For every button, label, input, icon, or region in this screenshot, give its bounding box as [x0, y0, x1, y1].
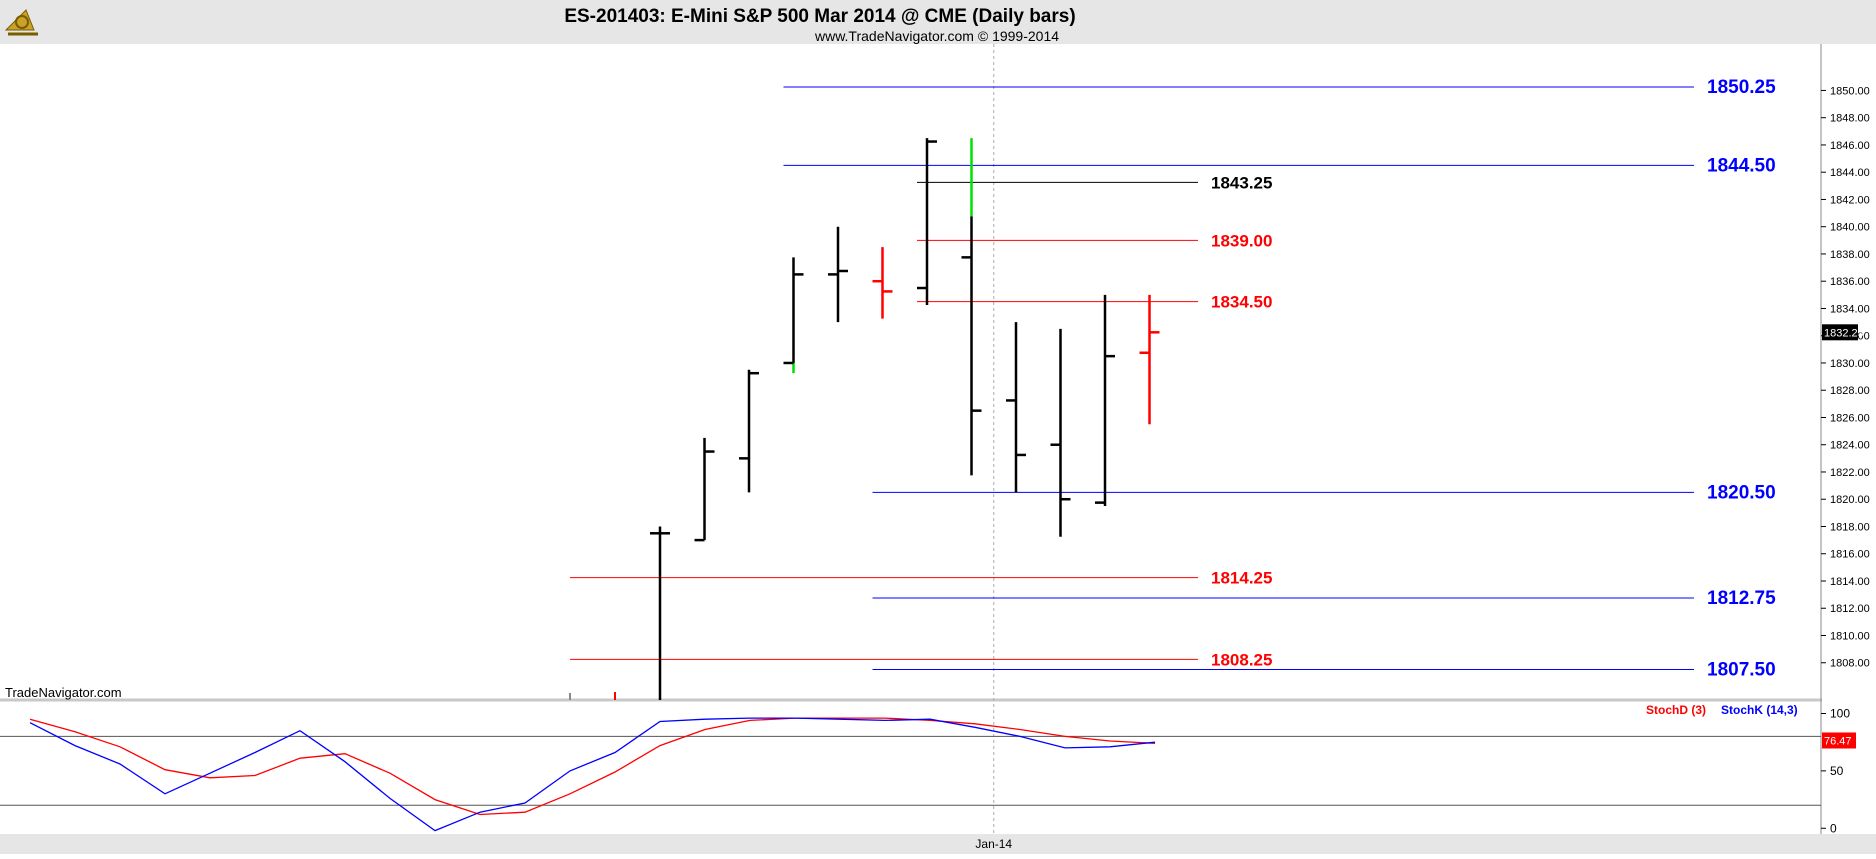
level-label-7: 1812.75 — [1707, 588, 1776, 609]
stoch-k-legend: StochK (14,3) — [1721, 703, 1798, 717]
ohlc-bar-1 — [694, 437, 715, 542]
price-tick-11: 1830.00 — [1830, 358, 1870, 370]
price-tick-21: 1850.00 — [1830, 85, 1870, 97]
ohlc-bar-5 — [872, 247, 893, 319]
price-tick-13: 1834.00 — [1830, 303, 1870, 315]
price-tick-9: 1826.00 — [1830, 412, 1870, 424]
ohlc-bar-6 — [917, 138, 937, 306]
last-price-label: 1832.25 — [1824, 327, 1864, 339]
chart-title: ES-201403: E-Mini S&P 500 Mar 2014 @ CME… — [564, 6, 1075, 27]
date-label: Jan-14 — [975, 837, 1012, 851]
level-label-8: 1808.25 — [1211, 650, 1272, 669]
ohlc-bar-0 — [650, 526, 670, 700]
price-tick-4: 1816.00 — [1830, 549, 1870, 561]
stoch-last-label: 76.47 — [1824, 735, 1852, 747]
ohlc-bar-10 — [1095, 294, 1115, 507]
ohlc-bar-8 — [1006, 322, 1026, 493]
price-levels: 1850.25 1844.50 1843.25 1839.00 1834.50 1820.… — [570, 77, 1776, 681]
price-tick-2: 1812.00 — [1830, 603, 1870, 615]
stoch-last-box — [1822, 732, 1856, 749]
price-tick-15: 1838.00 — [1830, 249, 1870, 261]
chart-subtitle: www.TradeNavigator.com © 1999-2014 — [814, 28, 1059, 44]
level-label-3: 1839.00 — [1211, 231, 1272, 250]
sextant-logo-icon — [4, 9, 38, 36]
price-tick-17: 1842.00 — [1830, 194, 1870, 206]
price-tick-3: 1814.00 — [1830, 576, 1870, 588]
price-tick-1: 1810.00 — [1830, 630, 1870, 642]
level-label-9: 1807.50 — [1707, 660, 1776, 681]
price-axis: 1808.00 1810.00 1812.00 1814.00 1816.00 1818.… — [1821, 85, 1870, 670]
ohlc-bar-9 — [1050, 328, 1071, 537]
price-tick-18: 1844.00 — [1830, 167, 1870, 179]
stoch-d-legend: StochD (3) — [1646, 703, 1706, 717]
price-tick-16: 1840.00 — [1830, 222, 1870, 234]
header-band — [0, 0, 1876, 44]
stoch-d-line — [29, 717, 1156, 816]
ohlc-bar-2 — [739, 369, 759, 493]
price-tick-7: 1822.00 — [1830, 467, 1870, 479]
ohlc-bar-11 — [1139, 294, 1160, 425]
ohlc-bar-3 — [783, 257, 804, 374]
stoch-tick-1: 50 — [1830, 764, 1844, 778]
oscillator-axis: 0 50 100 76.47 — [1821, 706, 1856, 835]
stoch-k-line — [29, 717, 1156, 832]
stoch-tick-2: 100 — [1830, 706, 1850, 720]
price-tick-19: 1846.00 — [1830, 140, 1870, 152]
stochastic-oscillator — [0, 717, 1821, 832]
watermark: TradeNavigator.com — [5, 685, 122, 700]
price-tick-0: 1808.00 — [1830, 658, 1870, 670]
level-label-0: 1850.25 — [1707, 77, 1776, 98]
ohlc-bar-7 — [961, 138, 982, 476]
level-label-1: 1844.50 — [1707, 155, 1776, 176]
price-axis-band — [1822, 44, 1876, 834]
oscillator-pane[interactable] — [0, 702, 1820, 834]
price-pane[interactable] — [0, 44, 1820, 700]
level-label-5: 1820.50 — [1707, 482, 1776, 503]
ohlc-bar-4 — [828, 226, 848, 323]
price-tick-10: 1828.00 — [1830, 385, 1870, 397]
price-tick-8: 1824.00 — [1830, 440, 1870, 452]
price-tick-20: 1848.00 — [1830, 113, 1870, 125]
level-label-6: 1814.25 — [1211, 569, 1272, 588]
price-tick-6: 1820.00 — [1830, 494, 1870, 506]
ohlc-bars — [569, 138, 1160, 700]
level-label-2: 1843.25 — [1211, 173, 1272, 192]
last-price-box — [1822, 324, 1858, 341]
stoch-tick-0: 0 — [1830, 821, 1837, 835]
price-tick-5: 1818.00 — [1830, 521, 1870, 533]
level-label-4: 1834.50 — [1211, 293, 1272, 312]
date-axis-band — [0, 834, 1876, 854]
price-tick-14: 1836.00 — [1830, 276, 1870, 288]
